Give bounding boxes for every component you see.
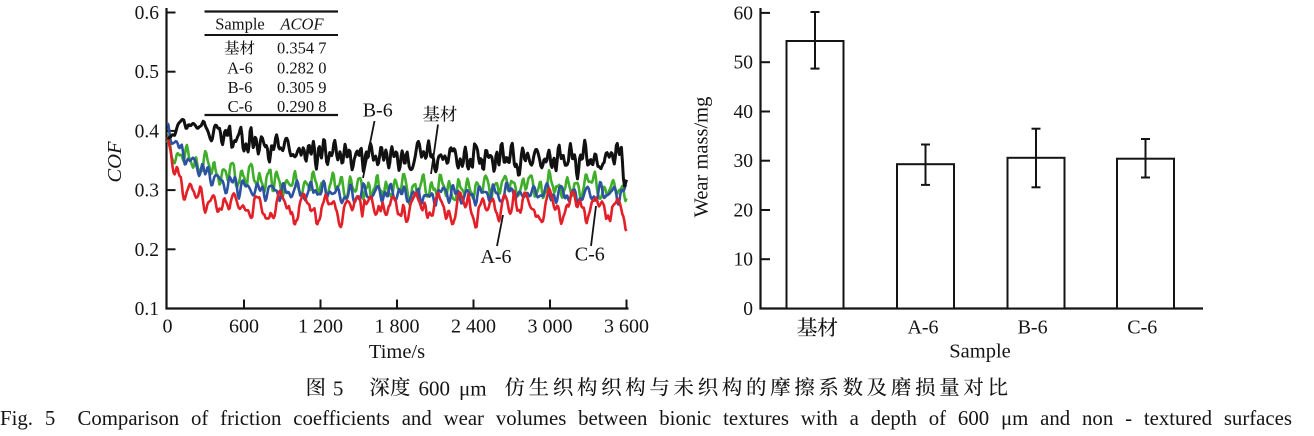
svg-text:Fig. 5 Comparison of friction: Fig. 5 Comparison of friction coefficien… — [0, 407, 1292, 430]
svg-text:20: 20 — [734, 201, 754, 222]
svg-text:0.5: 0.5 — [135, 62, 159, 83]
svg-text:Wear mass/mg: Wear mass/mg — [691, 97, 713, 218]
svg-text:2 400: 2 400 — [451, 316, 496, 338]
svg-text:5: 5 — [333, 377, 344, 401]
svg-text:0.305 9: 0.305 9 — [277, 78, 327, 97]
svg-text:1 800: 1 800 — [375, 316, 420, 338]
svg-text:COF: COF — [104, 141, 126, 182]
svg-text:0.6: 0.6 — [135, 3, 160, 24]
svg-text:50: 50 — [734, 53, 754, 74]
svg-text:Sample: Sample — [949, 341, 1011, 363]
svg-text:A-6: A-6 — [480, 246, 511, 268]
svg-text:0.282 0: 0.282 0 — [277, 58, 327, 77]
svg-text:0.3: 0.3 — [135, 181, 159, 202]
svg-text:10: 10 — [734, 250, 754, 271]
svg-text:600: 600 — [229, 316, 259, 338]
svg-text:B-6: B-6 — [228, 78, 253, 97]
svg-text:30: 30 — [734, 151, 754, 172]
svg-text:60: 60 — [734, 3, 754, 24]
svg-text:0: 0 — [163, 316, 173, 338]
svg-text:0.354 7: 0.354 7 — [277, 39, 327, 58]
svg-text:Sample: Sample — [215, 15, 265, 34]
svg-text:ACOF: ACOF — [279, 15, 324, 34]
svg-text:0.4: 0.4 — [135, 121, 160, 142]
svg-text:B-6: B-6 — [363, 100, 393, 122]
svg-text:C-6: C-6 — [1127, 317, 1157, 339]
svg-text:40: 40 — [734, 102, 754, 123]
svg-text:0.1: 0.1 — [135, 299, 159, 320]
svg-text:0: 0 — [743, 299, 753, 320]
svg-text:μm: μm — [459, 377, 487, 401]
svg-text:C-6: C-6 — [575, 244, 605, 266]
svg-text:0.290 8: 0.290 8 — [277, 97, 327, 116]
svg-text:3 600: 3 600 — [604, 316, 649, 338]
svg-text:3 000: 3 000 — [528, 316, 573, 338]
svg-text:600: 600 — [419, 377, 451, 401]
svg-text:B-6: B-6 — [1018, 317, 1048, 339]
svg-text:A-6: A-6 — [227, 58, 253, 77]
svg-text:0.2: 0.2 — [135, 240, 159, 261]
svg-text:1 200: 1 200 — [298, 316, 343, 338]
svg-text:A-6: A-6 — [907, 317, 938, 339]
svg-text:C-6: C-6 — [228, 97, 253, 116]
svg-text:Time/s: Time/s — [369, 341, 425, 363]
